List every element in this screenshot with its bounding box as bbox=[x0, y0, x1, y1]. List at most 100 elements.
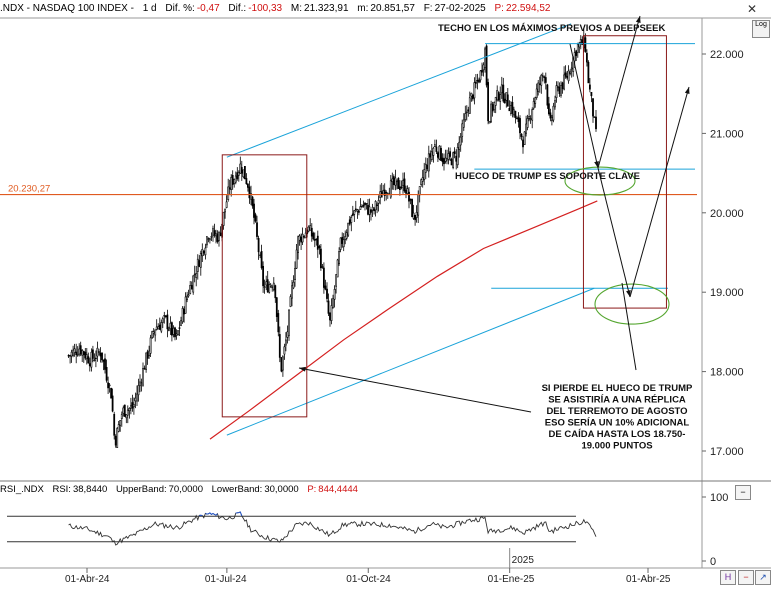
candle bbox=[326, 288, 328, 299]
candle bbox=[593, 116, 596, 118]
candle bbox=[506, 94, 509, 107]
candle bbox=[224, 208, 227, 213]
candle bbox=[250, 193, 252, 200]
candle bbox=[206, 236, 208, 246]
candle bbox=[541, 75, 544, 77]
candle bbox=[391, 178, 394, 182]
rsi-p-value: 844,4444 bbox=[318, 484, 358, 495]
y-tick-label: 18.000 bbox=[710, 367, 744, 379]
low-label: m: bbox=[357, 3, 369, 14]
hand-tool-button[interactable]: H bbox=[720, 570, 736, 585]
candle bbox=[459, 136, 462, 146]
annotation-scenario-line: ESO SERÍA UN 10% ADICIONAL bbox=[545, 418, 690, 429]
date-value: 27-02-2025 bbox=[434, 3, 486, 14]
candle bbox=[514, 110, 517, 118]
candle bbox=[92, 349, 94, 359]
candle bbox=[136, 393, 138, 402]
candle bbox=[263, 286, 266, 288]
candle bbox=[468, 97, 471, 114]
expand-chart-button[interactable]: ↗ bbox=[755, 570, 771, 585]
candle bbox=[187, 294, 190, 297]
candle bbox=[207, 238, 210, 240]
candle bbox=[98, 351, 100, 353]
candle bbox=[476, 80, 479, 82]
candle bbox=[201, 249, 204, 257]
candle bbox=[288, 309, 290, 336]
close-icon[interactable]: ✕ bbox=[746, 2, 758, 16]
candle bbox=[131, 402, 134, 409]
candle bbox=[268, 284, 271, 293]
candle bbox=[190, 285, 193, 290]
candle bbox=[280, 357, 283, 372]
x-tick-label: 01-Ene-25 bbox=[488, 574, 535, 585]
candle bbox=[318, 246, 321, 249]
candle bbox=[348, 219, 351, 225]
candle bbox=[177, 330, 179, 335]
candle bbox=[353, 210, 356, 215]
price-label: P: bbox=[494, 3, 504, 14]
candle bbox=[310, 227, 313, 237]
rsi-overbought-segment bbox=[235, 511, 243, 516]
candle bbox=[411, 199, 414, 217]
candle bbox=[569, 71, 572, 74]
candle bbox=[123, 404, 126, 417]
rsi-value: 38,8440 bbox=[72, 484, 108, 495]
candle bbox=[81, 349, 84, 356]
candle bbox=[298, 235, 301, 241]
candle bbox=[338, 251, 341, 264]
candle bbox=[509, 105, 512, 114]
candle bbox=[257, 238, 260, 253]
candle bbox=[540, 74, 543, 86]
projection-arrow-down-2 bbox=[597, 167, 631, 298]
candle bbox=[412, 212, 415, 219]
candle bbox=[370, 209, 372, 213]
candle bbox=[291, 285, 293, 299]
candle bbox=[508, 107, 511, 112]
candle bbox=[360, 206, 363, 208]
candle bbox=[96, 347, 99, 357]
date-label: F: bbox=[423, 3, 433, 14]
candle bbox=[231, 175, 234, 185]
candle bbox=[254, 214, 257, 222]
candle bbox=[342, 239, 345, 248]
candle bbox=[119, 420, 122, 426]
candle bbox=[368, 206, 371, 215]
candle bbox=[218, 232, 220, 241]
y-tick-label: 21.000 bbox=[710, 128, 744, 140]
candle bbox=[104, 358, 106, 370]
minimize-panel-button[interactable]: − bbox=[735, 485, 751, 500]
candle bbox=[157, 326, 160, 330]
candle bbox=[423, 169, 426, 180]
candle bbox=[427, 153, 430, 172]
candle bbox=[473, 82, 476, 99]
candle bbox=[443, 158, 445, 165]
candle bbox=[278, 334, 281, 358]
candle bbox=[549, 112, 552, 119]
candle bbox=[552, 105, 555, 121]
candle bbox=[99, 352, 102, 357]
candle bbox=[294, 268, 296, 280]
x-tick-label: 01-Abr-24 bbox=[65, 574, 110, 585]
channel-upper-line bbox=[226, 23, 572, 158]
candle bbox=[336, 259, 339, 278]
candle bbox=[242, 169, 245, 178]
candle bbox=[277, 313, 280, 333]
log-scale-button[interactable]: Log bbox=[752, 20, 770, 38]
upperband-value: 70,0000 bbox=[168, 484, 203, 495]
lowerband-value: 30,0000 bbox=[264, 484, 299, 495]
candle bbox=[90, 351, 93, 368]
projection-arrow-up-head bbox=[635, 16, 641, 23]
candle bbox=[307, 226, 310, 232]
candle bbox=[430, 151, 433, 161]
candle bbox=[137, 385, 140, 396]
candle bbox=[78, 348, 81, 355]
candle bbox=[550, 117, 553, 122]
candle bbox=[505, 92, 508, 101]
hide-panel-button[interactable]: − bbox=[738, 570, 754, 585]
channel-lower-line bbox=[226, 287, 595, 436]
candle bbox=[256, 222, 258, 237]
x-tick-label: 01-Abr-25 bbox=[626, 574, 671, 585]
timeframe-label[interactable]: 1 d bbox=[142, 3, 157, 14]
candle bbox=[465, 111, 468, 114]
